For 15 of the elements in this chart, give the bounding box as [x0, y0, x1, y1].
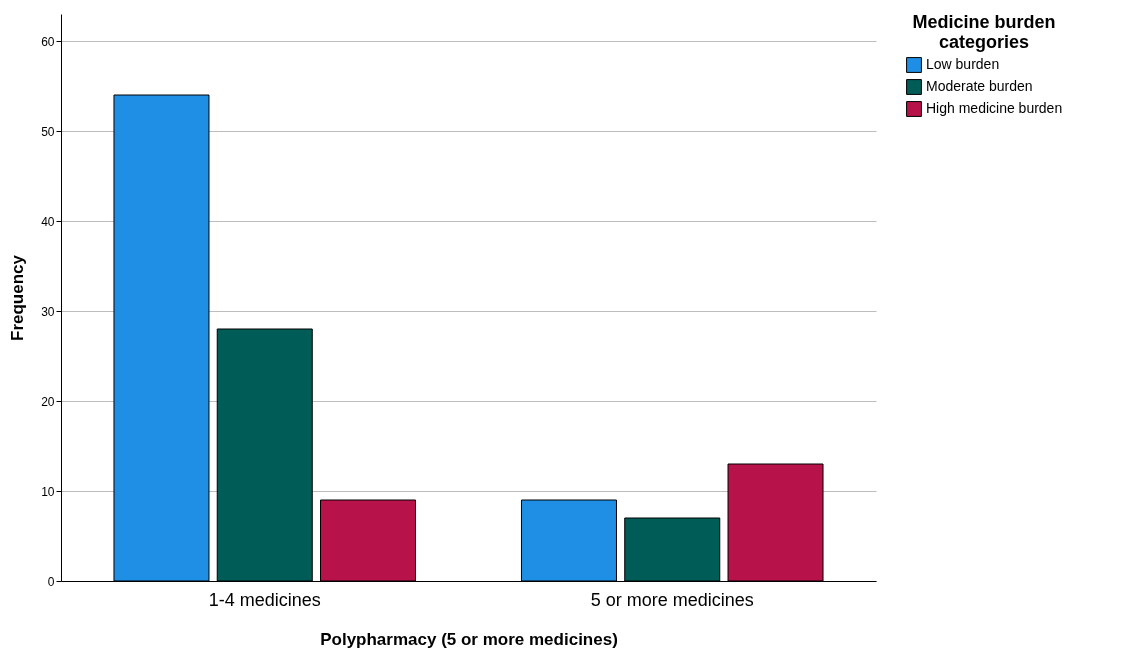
y-axis-title: Frequency: [8, 254, 28, 341]
legend-label: High medicine burden: [926, 100, 1063, 116]
y-tick-label: 0: [47, 574, 55, 589]
y-tick-label: 30: [41, 304, 55, 319]
x-tick-label: 5 or more medicines: [590, 589, 754, 610]
y-tick-label: 50: [41, 124, 55, 139]
legend-label: Moderate burden: [926, 78, 1033, 94]
legend-title: Medicine burden categories: [912, 12, 1056, 52]
x-tick-label: 1-4 medicines: [208, 589, 321, 610]
x-axis-title: Polypharmacy (5 or more medicines): [320, 629, 618, 649]
y-tick-label: 60: [41, 34, 55, 49]
y-tick-label: 10: [41, 484, 55, 499]
y-tick-label: 40: [41, 214, 55, 229]
legend-label: Low burden: [926, 56, 1000, 72]
y-tick-label: 20: [41, 394, 55, 409]
